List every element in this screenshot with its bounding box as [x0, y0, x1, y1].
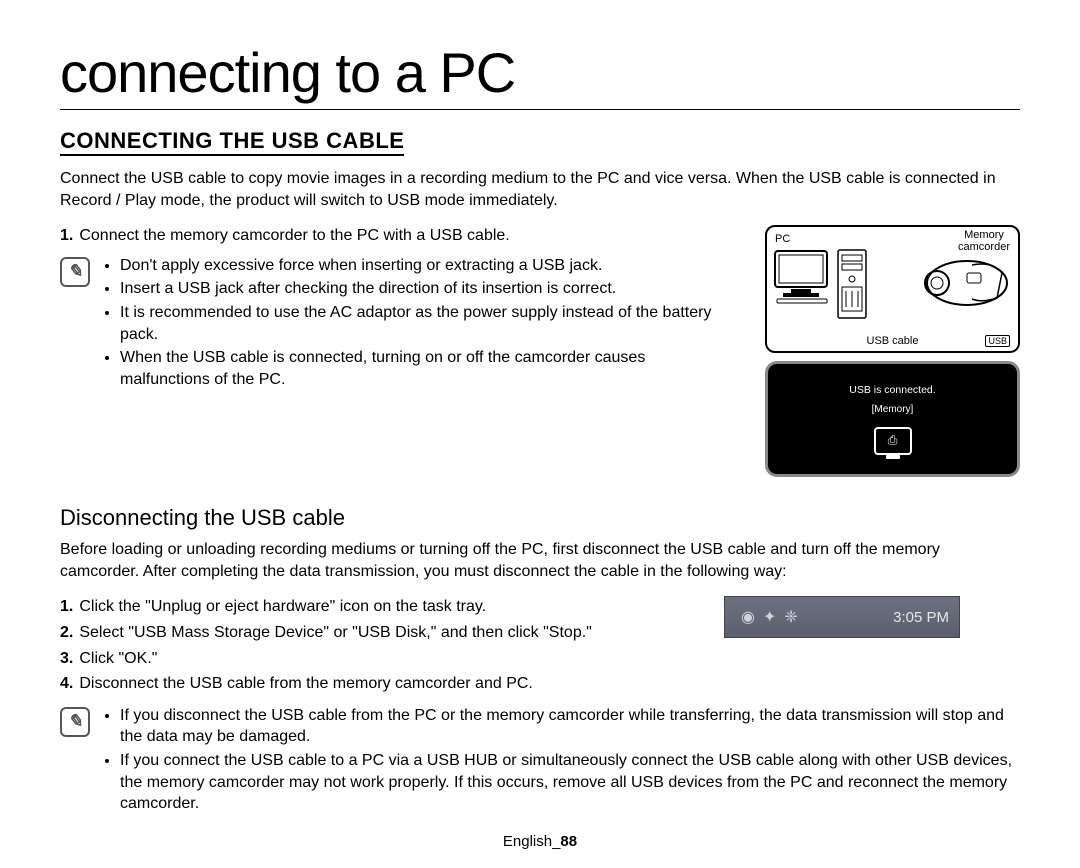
note-item: Don't apply excessive force when inserti…: [120, 255, 739, 277]
page-footer: English_88: [0, 833, 1080, 850]
tray-icon: ✦: [763, 607, 776, 627]
camcorder-screen: USB is connected. [Memory] ⎙: [765, 361, 1020, 477]
section1-step1: 1. Connect the memory camcorder to the PC…: [60, 225, 739, 247]
note-block-2: ✎ If you disconnect the USB cable from t…: [60, 705, 1020, 817]
label: Memory: [964, 229, 1004, 241]
icon-glyph: ⎙: [888, 433, 898, 448]
connection-diagram: PC Memory camcorder: [765, 225, 1020, 353]
section2-heading: Disconnecting the USB cable: [60, 505, 1020, 531]
note-icon: ✎: [60, 707, 90, 737]
label: camcorder: [958, 241, 1010, 253]
step-number: 1.: [60, 227, 73, 244]
step-text: Select "USB Mass Storage Device" or "USB…: [79, 624, 592, 641]
content-row-1: 1. Connect the memory camcorder to the PC…: [60, 225, 1020, 477]
footer-page-number: 88: [560, 833, 577, 850]
tray-clock: 3:05 PM: [893, 609, 949, 626]
footer-lang: English: [503, 833, 552, 850]
note-item: It is recommended to use the AC adaptor …: [120, 302, 739, 345]
list-item: 4. Disconnect the USB cable from the memo…: [60, 673, 740, 695]
diagram-label-memory: Memory camcorder: [958, 229, 1010, 253]
section1-notes: Don't apply excessive force when inserti…: [102, 255, 739, 393]
eject-hardware-icon: ◉: [741, 607, 755, 627]
section1-intro: Connect the USB cable to copy movie imag…: [60, 168, 1020, 211]
diagram-label-usb-small: USB: [985, 335, 1010, 347]
list-item: 3. Click "OK.": [60, 648, 740, 670]
diagram-label-pc: PC: [775, 233, 790, 245]
screen-line1: USB is connected.: [849, 384, 935, 396]
tray-icons: ◉ ✦ ❈: [741, 607, 798, 627]
page-title: connecting to a PC: [60, 40, 1020, 110]
step-text: Click the "Unplug or eject hardware" ico…: [79, 598, 486, 615]
step-text: Click "OK.": [79, 650, 157, 667]
list-item: 2. Select "USB Mass Storage Device" or "U…: [60, 622, 740, 644]
note-item: Insert a USB jack after checking the dir…: [120, 278, 739, 300]
usb-monitor-icon: ⎙: [874, 427, 912, 455]
section2-body: 1. Click the "Unplug or eject hardware" i…: [60, 596, 1020, 694]
list-item: 1. Click the "Unplug or eject hardware" i…: [60, 596, 740, 618]
step-number: 4.: [60, 675, 73, 692]
note-item: If you connect the USB cable to a PC via…: [120, 750, 1020, 815]
pc-monitor-icon: [773, 249, 833, 305]
note-icon: ✎: [60, 257, 90, 287]
section1-left: 1. Connect the memory camcorder to the PC…: [60, 225, 745, 477]
tray-icon: ❈: [784, 607, 797, 627]
section-heading-connecting: CONNECTING THE USB CABLE: [60, 128, 404, 156]
note-item: When the USB cable is connected, turning…: [120, 347, 739, 390]
step-number: 3.: [60, 650, 73, 667]
section2-notes: If you disconnect the USB cable from the…: [102, 705, 1020, 817]
step-number: 1.: [60, 598, 73, 615]
section2-intro: Before loading or unloading recording me…: [60, 539, 1020, 582]
section2-steps: 1. Click the "Unplug or eject hardware" i…: [60, 596, 740, 694]
camcorder-icon: [912, 253, 1012, 313]
step-text: Connect the memory camcorder to the PC w…: [79, 227, 509, 244]
screen-line2: [Memory]: [872, 404, 914, 415]
note-block-1: ✎ Don't apply excessive force when inser…: [60, 255, 739, 393]
step-text: Disconnect the USB cable from the memory…: [79, 675, 533, 692]
step-number: 2.: [60, 624, 73, 641]
pc-tower-icon: [837, 249, 867, 319]
taskbar-tray: ◉ ✦ ❈ 3:05 PM: [724, 596, 960, 638]
section1-right: PC Memory camcorder: [765, 225, 1020, 477]
note-item: If you disconnect the USB cable from the…: [120, 705, 1020, 748]
diagram-label-usb-cable: USB cable: [867, 335, 919, 347]
